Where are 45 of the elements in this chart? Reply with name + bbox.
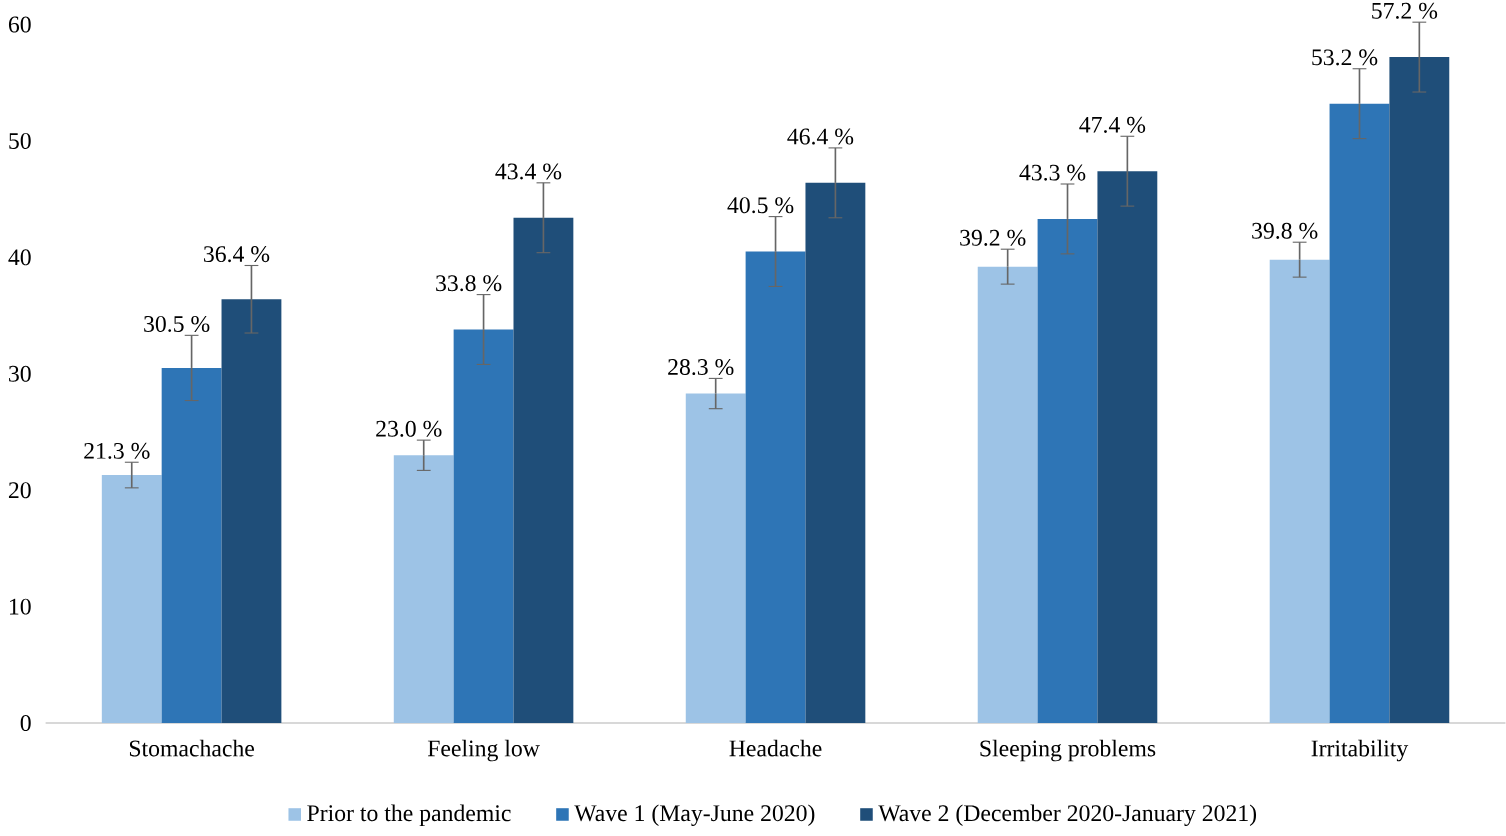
legend-label: Wave 1 (May-June 2020) [574, 804, 815, 827]
x-tick-label: Headache [729, 740, 822, 757]
bar [513, 218, 574, 724]
y-tick-label: 20 [8, 482, 31, 499]
data-label: 28.3 % [668, 359, 734, 376]
bar [1269, 259, 1330, 724]
y-tick-label: 50 [9, 133, 31, 150]
data-label: 47.4 % [1079, 117, 1146, 134]
bar [161, 368, 222, 724]
y-tick-label: 60 [8, 16, 31, 33]
data-label: 43.3 % [1019, 164, 1086, 181]
bar [393, 455, 454, 724]
data-label: 39.2 % [960, 230, 1026, 247]
bar [685, 393, 746, 724]
y-tick-label: 10 [9, 598, 31, 615]
x-tick-label: Sleeping problems [980, 740, 1156, 762]
x-tick-label: Feeling low [427, 740, 540, 762]
data-label: 57.2 % [1372, 3, 1438, 20]
y-tick-label: 30 [9, 366, 31, 382]
data-label: 53.2 % [1312, 49, 1378, 66]
y-tick-label: 0 [20, 715, 31, 732]
bar [745, 251, 806, 724]
data-label: 43.4 % [495, 163, 562, 180]
data-label: 33.8 % [436, 275, 502, 292]
legend-label: Wave 2 (December 2020-January 2021) [878, 804, 1257, 827]
legend-label: Prior to the pandemic [307, 804, 511, 827]
bar [977, 266, 1038, 724]
data-label: 46.4 % [787, 128, 854, 145]
x-tick-label: Stomachache [129, 740, 255, 757]
data-label: 21.3 % [84, 443, 150, 460]
y-tick-label: 40 [8, 249, 31, 266]
data-label: 23.0 % [376, 420, 442, 438]
bar [1097, 171, 1158, 724]
x-tick-label: Irritability [1311, 740, 1409, 762]
data-label: 39.8 % [1252, 223, 1318, 240]
bar [1329, 103, 1390, 724]
bar [1389, 57, 1450, 724]
bar [453, 329, 514, 724]
bar [221, 299, 282, 724]
data-label: 40.5 % [727, 197, 794, 214]
bar [1037, 219, 1098, 724]
bar [805, 183, 866, 724]
data-label: 30.5 % [144, 316, 210, 333]
bar [101, 475, 162, 724]
data-label: 36.4 % [204, 246, 270, 263]
